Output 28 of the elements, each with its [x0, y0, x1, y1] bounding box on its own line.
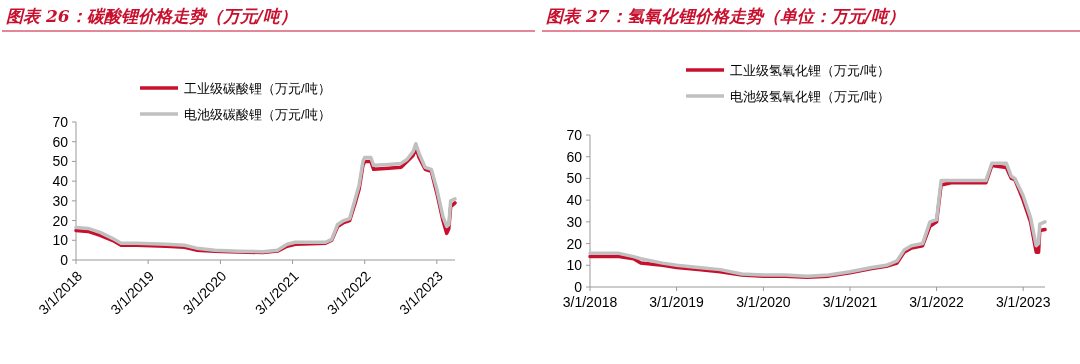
y-tick-label: 0 [574, 279, 583, 295]
legend-label: 电池级碳酸锂（万元/吨） [184, 107, 331, 122]
y-tick-label: 20 [52, 212, 69, 229]
y-tick-label: 40 [566, 192, 583, 209]
x-tick-label: 3/1/2022 [909, 294, 965, 310]
y-tick-label: 60 [52, 133, 69, 150]
x-tick-label: 3/1/2018 [562, 294, 618, 310]
legend-label: 电池级氢氧化锂（万元/吨） [730, 89, 890, 104]
x-tick-label: 3/1/2019 [649, 294, 705, 310]
y-tick-label: 60 [566, 148, 583, 165]
y-tick-label: 20 [566, 235, 583, 252]
y-tick-label: 30 [566, 213, 583, 230]
chart-title: 图表 27：氢氧化锂价格走势（单位：万元/吨） [546, 6, 905, 26]
legend-label: 工业级氢氧化锂（万元/吨） [730, 63, 890, 78]
y-tick-label: 40 [52, 173, 69, 190]
y-tick-label: 10 [566, 257, 583, 274]
y-tick-label: 0 [60, 252, 69, 268]
x-tick-label: 3/1/2020 [736, 294, 791, 310]
y-tick-label: 50 [52, 153, 69, 170]
x-tick-label: 3/1/2021 [822, 294, 878, 310]
y-tick-label: 70 [52, 114, 69, 130]
chart-title: 图表 26：碳酸锂价格走势（万元/吨） [6, 6, 297, 26]
y-tick-label: 50 [566, 170, 583, 187]
y-tick-label: 30 [52, 192, 69, 209]
legend-label: 工业级碳酸锂（万元/吨） [184, 81, 331, 96]
y-tick-label: 10 [52, 232, 69, 249]
y-tick-label: 70 [566, 127, 583, 143]
x-tick-label: 3/1/2023 [995, 294, 1051, 310]
